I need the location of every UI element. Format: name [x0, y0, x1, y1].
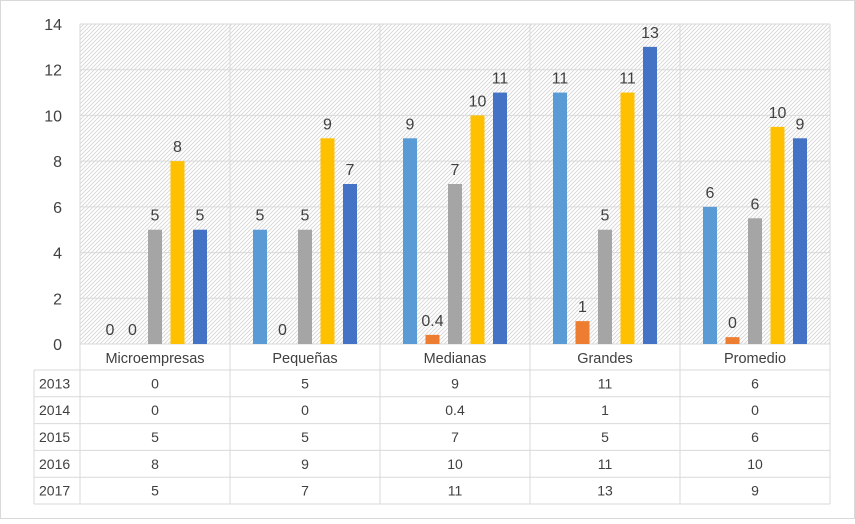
- bar-value-label: 9: [323, 116, 332, 133]
- table-cell: 5: [151, 483, 159, 499]
- category-label: Pequeñas: [272, 351, 337, 367]
- bar: [298, 229, 312, 344]
- bar-value-label: 6: [706, 185, 715, 202]
- bar-value-label: 0: [278, 322, 287, 339]
- bar-value-label: 9: [406, 116, 415, 133]
- table-cell: 7: [451, 429, 459, 445]
- bar-value-label: 5: [601, 208, 610, 225]
- y-tick-label: 12: [44, 63, 62, 80]
- bar-value-label: 9: [796, 116, 805, 133]
- y-tick-label: 6: [53, 200, 62, 217]
- bar: [170, 161, 185, 344]
- bar-value-label: 7: [346, 162, 355, 179]
- y-tick-label: 10: [44, 108, 62, 125]
- bar-value-label: 11: [492, 71, 509, 88]
- table-cell: 13: [597, 483, 613, 499]
- category-label: Microempresas: [105, 351, 204, 367]
- bar: [403, 138, 417, 344]
- table-cell: 5: [601, 429, 609, 445]
- bar: [620, 92, 635, 344]
- table-cell: 11: [448, 483, 463, 499]
- bar: [770, 126, 785, 344]
- bar-value-label: 10: [769, 105, 787, 122]
- table-cell: 8: [151, 456, 159, 472]
- bar: [343, 184, 357, 344]
- category-label: Medianas: [424, 351, 487, 367]
- bar-value-label: 0: [728, 315, 737, 332]
- bar-value-label: 5: [196, 208, 205, 225]
- table-cell: 10: [747, 456, 763, 472]
- table-cell: 0: [151, 402, 159, 418]
- table-cell: 11: [598, 375, 613, 391]
- table-cell: 11: [598, 456, 613, 472]
- table-row-year: 2016: [39, 456, 70, 472]
- y-tick-label: 8: [53, 154, 62, 171]
- bar: [598, 229, 612, 344]
- bar: [320, 138, 335, 344]
- bar-value-label: 10: [469, 93, 487, 110]
- bar-value-label: 5: [301, 208, 310, 225]
- bar-value-label: 6: [751, 196, 760, 213]
- table-cell: 0: [301, 402, 309, 418]
- table-cell: 0: [151, 375, 159, 391]
- bar-value-label: 0: [106, 322, 115, 339]
- bar-value-label: 5: [151, 208, 160, 225]
- y-tick-label: 2: [53, 291, 62, 308]
- table-cell: 1: [601, 402, 609, 418]
- y-tick-label: 4: [53, 246, 62, 263]
- bar: [725, 337, 740, 344]
- table-cell: 5: [301, 429, 309, 445]
- bar: [493, 92, 507, 344]
- bar: [553, 92, 567, 344]
- bar-value-label: 11: [619, 71, 636, 88]
- table-cell: 0: [751, 402, 759, 418]
- bar-value-label: 7: [451, 162, 460, 179]
- table-cell: 6: [751, 375, 759, 391]
- bar-value-label: 11: [552, 71, 569, 88]
- bar: [575, 321, 590, 344]
- bar-value-label: 8: [173, 139, 182, 156]
- bar-value-label: 0: [128, 322, 137, 339]
- table-cell: 5: [151, 429, 159, 445]
- table-cell: 9: [751, 483, 759, 499]
- table-cell: 9: [301, 456, 309, 472]
- bar: [643, 46, 657, 344]
- bar: [470, 115, 485, 344]
- bar-value-label: 5: [256, 208, 265, 225]
- y-tick-label: 0: [53, 337, 62, 354]
- table-cell: 0.4: [445, 402, 465, 418]
- category-label: Grandes: [577, 351, 633, 367]
- bar: [703, 206, 717, 344]
- bar-value-label: 13: [641, 25, 659, 42]
- table-row-year: 2017: [39, 483, 70, 499]
- bar: [448, 184, 462, 344]
- bar: [748, 218, 762, 344]
- table-cell: 9: [451, 375, 459, 391]
- table-cell: 6: [751, 429, 759, 445]
- table-cell: 7: [301, 483, 309, 499]
- bar: [793, 138, 807, 344]
- bar: [193, 229, 207, 344]
- table-cell: 10: [447, 456, 463, 472]
- category-label: Promedio: [724, 351, 786, 367]
- bar-value-label: 0.4: [421, 313, 443, 330]
- bar: [148, 229, 162, 344]
- bar: [425, 334, 440, 344]
- bar: [253, 229, 267, 344]
- table-row-year: 2015: [39, 429, 70, 445]
- y-tick-label: 14: [44, 17, 62, 34]
- table-row-year: 2014: [39, 402, 70, 418]
- table-row-year: 2013: [39, 375, 70, 391]
- bar-value-label: 1: [578, 299, 587, 316]
- table-cell: 5: [301, 375, 309, 391]
